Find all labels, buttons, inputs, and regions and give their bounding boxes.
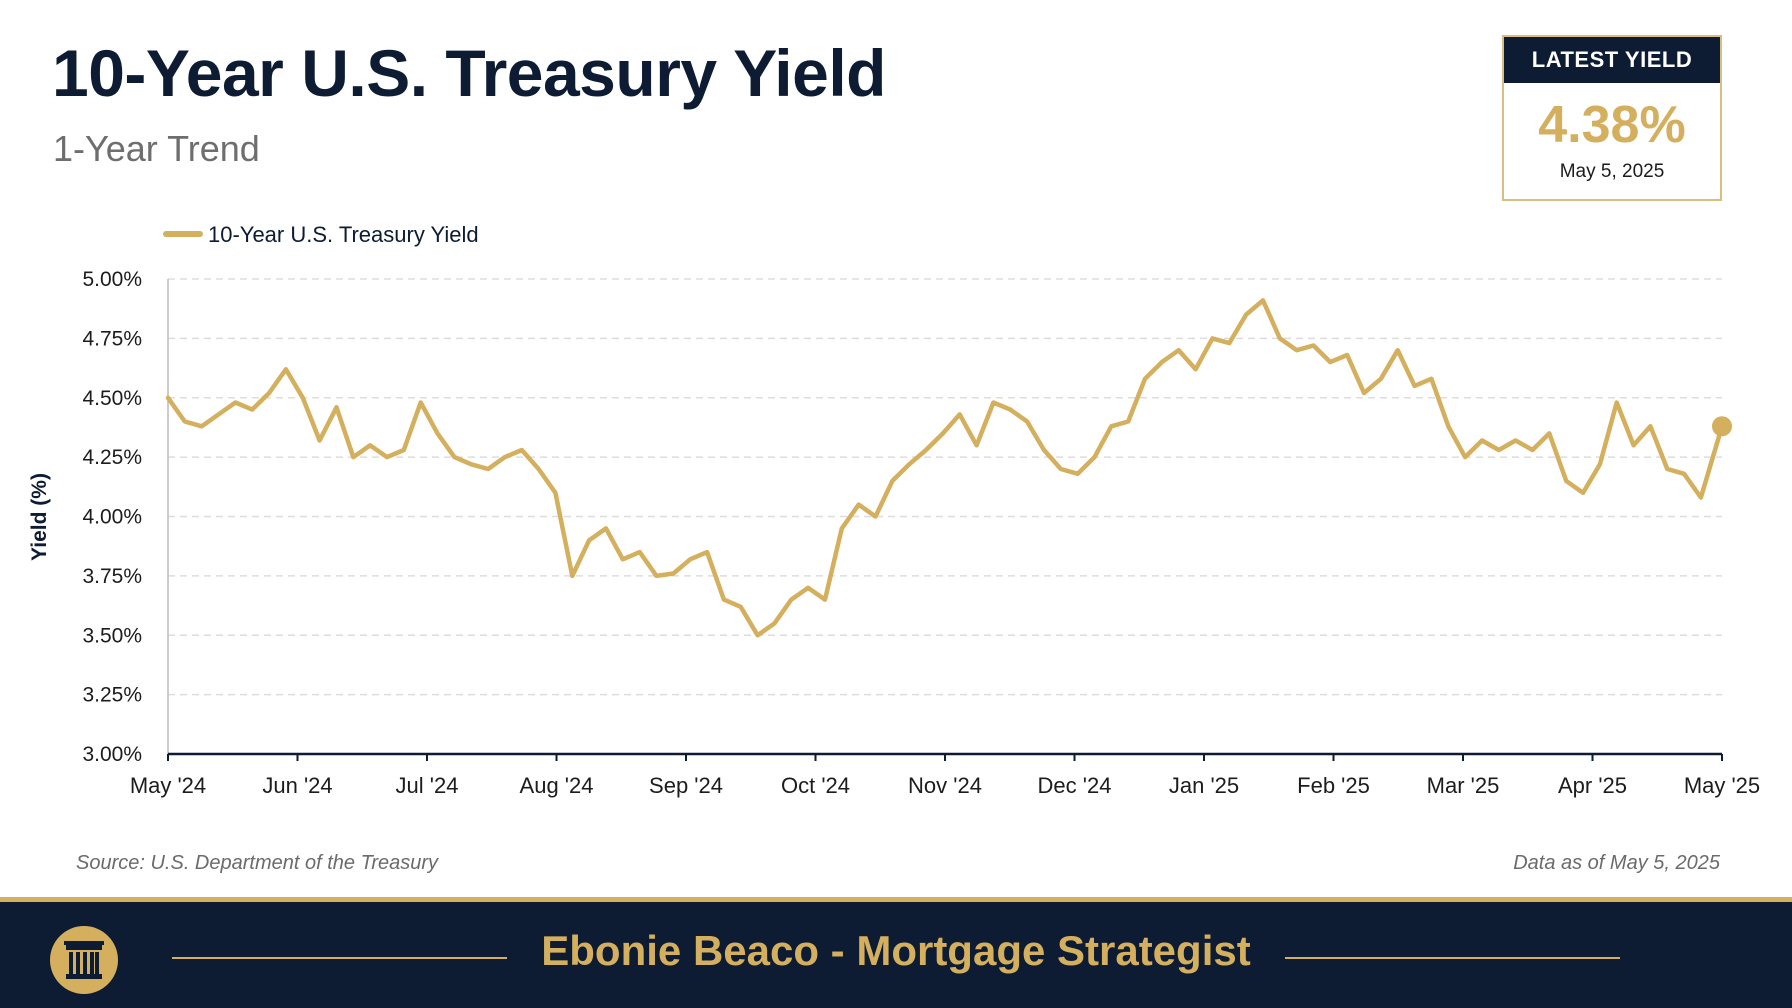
y-tick-label: 4.25% (82, 446, 142, 469)
y-tick-label: 5.00% (82, 268, 142, 291)
latest-yield-card: LATEST YIELD 4.38% May 5, 2025 (1502, 35, 1722, 201)
footer-rule-left (172, 957, 507, 959)
latest-yield-date: May 5, 2025 (1559, 161, 1665, 182)
y-axis-title: Yield (%) (28, 473, 51, 561)
x-tick-label: Aug '24 (520, 773, 594, 798)
x-tick-label: Apr '25 (1558, 773, 1627, 798)
yield-series-line (165, 298, 1725, 638)
y-tick-label: 3.75% (82, 565, 142, 588)
x-tick-label: Oct '24 (781, 773, 850, 798)
legend-label: 10-Year U.S. Treasury Yield (208, 222, 479, 247)
x-tick-label: Dec '24 (1038, 773, 1112, 798)
footer-brand: Ebonie Beaco - Mortgage Strategist (541, 927, 1251, 974)
pillar-icon (50, 926, 118, 994)
source-note: Source: U.S. Department of the Treasury (76, 852, 439, 874)
page-subtitle: 1-Year Trend (53, 128, 260, 169)
x-tick-label: Sep '24 (649, 773, 723, 798)
y-tick-label: 4.50% (82, 387, 142, 410)
x-tick-label: Mar '25 (1427, 773, 1500, 798)
latest-point-marker (1712, 416, 1732, 437)
x-tick-label: Jun '24 (262, 773, 332, 798)
footer-bar: Ebonie Beaco - Mortgage Strategist (0, 897, 1792, 1008)
y-tick-label: 4.75% (82, 327, 142, 350)
x-tick-label: Jul '24 (396, 773, 459, 798)
x-tick-label: Jan '25 (1169, 773, 1239, 798)
as-of-note: Data as of May 5, 2025 (1513, 852, 1721, 874)
y-tick-label: 4.00% (82, 506, 142, 529)
y-tick-label: 3.50% (82, 624, 142, 647)
x-tick-label: May '24 (130, 773, 206, 798)
y-tick-label: 3.00% (82, 743, 142, 766)
page-title: 10-Year U.S. Treasury Yield (52, 36, 887, 110)
y-tick-label: 3.25% (82, 684, 142, 707)
x-tick-label: Nov '24 (908, 773, 982, 798)
latest-yield-value: 4.38% (1538, 96, 1686, 154)
x-tick-label: May '25 (1684, 773, 1760, 798)
yield-chart: 3.00% 3.25% 3.50% 3.75% 4.00% 4.25% 4.50% 4.75%… (28, 222, 1760, 874)
footer-rule-right (1285, 957, 1620, 959)
x-tick-label: Feb '25 (1297, 773, 1370, 798)
latest-yield-label: LATEST YIELD (1504, 37, 1720, 83)
